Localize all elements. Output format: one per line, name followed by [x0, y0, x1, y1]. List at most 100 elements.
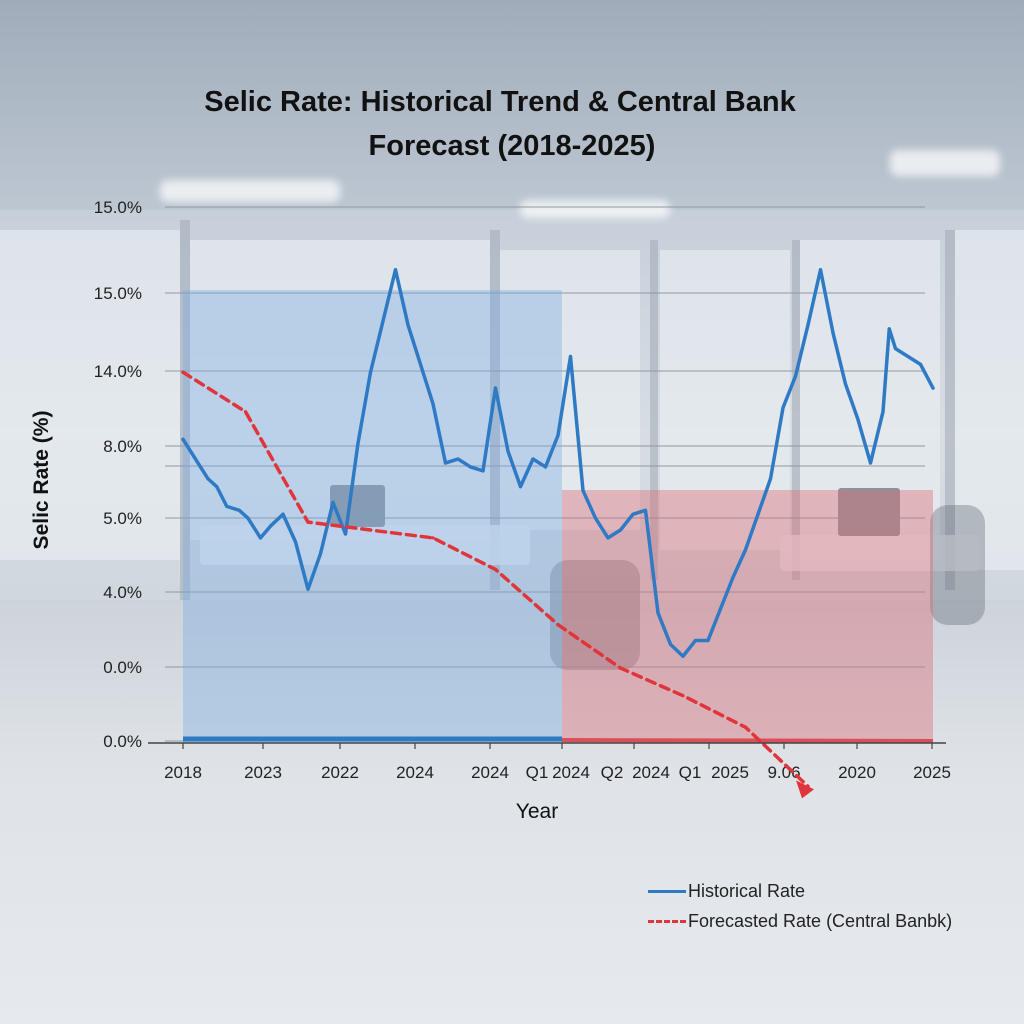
historical-point: [481, 469, 485, 473]
historical-point: [818, 268, 823, 272]
y-tick-label: 14.0%: [94, 362, 142, 381]
x-tick-label: 2022: [321, 763, 359, 782]
forecast-point: [243, 410, 248, 414]
historical-point: [756, 512, 760, 516]
historical-point: [706, 638, 710, 643]
historical-point: [693, 638, 698, 643]
forecast-point: [743, 725, 748, 729]
legend-swatch-historical: [648, 889, 686, 893]
historical-point: [893, 347, 898, 351]
historical-point: [906, 354, 910, 359]
forecast-baseline: [561, 738, 934, 743]
historical-point: [206, 477, 210, 481]
historical-point: [225, 504, 229, 508]
y-tick-label: 5.0%: [103, 509, 142, 528]
forecast-point: [431, 536, 435, 540]
historical-point: [418, 362, 423, 366]
historical-point: [381, 319, 385, 323]
x-tick-label: Q2: [601, 763, 624, 782]
series-lines: [181, 267, 935, 799]
historical-point: [406, 323, 410, 327]
historical-point: [768, 477, 773, 481]
historical-point: [643, 508, 648, 512]
historical-point: [887, 327, 891, 331]
x-tick-label: Q1: [679, 763, 702, 782]
historical-point: [506, 449, 510, 453]
historical-point: [881, 410, 885, 414]
forecast-area: [562, 490, 933, 743]
chart-title-line-2: Forecast (2018-2025): [368, 130, 656, 162]
historical-point: [606, 536, 610, 540]
historical-point: [831, 331, 835, 335]
x-tick-label: 2025: [711, 763, 749, 782]
historical-point: [856, 417, 860, 422]
x-tick-label: 2024: [552, 763, 590, 782]
historical-point: [237, 508, 241, 512]
historical-point: [918, 362, 923, 366]
historical-point: [268, 524, 273, 528]
legend-label-forecast: Forecasted Rate (Central Banbk): [688, 910, 953, 931]
historical-point: [568, 354, 573, 359]
historical-point: [215, 485, 219, 489]
legend-label-historical: Historical Rate: [688, 880, 806, 901]
x-tick-label: 2025: [913, 763, 951, 782]
historical-point: [193, 457, 198, 461]
x-tick-label: 2024: [471, 763, 509, 782]
y-tick-label: 15.0%: [94, 284, 142, 303]
historical-point: [631, 512, 635, 516]
historical-point: [743, 548, 748, 552]
x-axis-label: Year: [516, 800, 558, 823]
historical-point: [556, 433, 560, 437]
historical-point: [793, 374, 798, 378]
historical-point: [731, 575, 735, 579]
forecast-point: [181, 370, 185, 374]
historical-point: [493, 386, 498, 390]
historical-point: [181, 437, 185, 441]
historical-point: [718, 607, 723, 611]
forecast-point: [493, 567, 498, 572]
historical-point: [293, 540, 298, 544]
historical-point: [781, 406, 785, 410]
historical-point: [843, 382, 848, 386]
x-tick-label: 9.06: [767, 763, 800, 782]
historical-point: [318, 552, 323, 556]
historical-point: [281, 512, 285, 516]
x-tick-label: 2018: [164, 763, 202, 782]
historical-point: [468, 465, 473, 469]
historical-point: [258, 536, 263, 540]
historical-point: [343, 532, 348, 536]
historical-point: [543, 465, 548, 469]
historical-point: [393, 268, 398, 272]
x-axis-ticks: 2018 2023 2022 2024 2024 Q1 2024 Q2 2024 Q1 2025 9.…: [164, 743, 951, 782]
series-areas: [183, 290, 934, 743]
historical-point: [593, 516, 598, 520]
y-axis-ticks: 0.0% 0.0% 4.0% 5.0% 8.0% 14.0% 15.0% 15.0%: [94, 198, 142, 751]
historical-point: [306, 587, 310, 591]
chart-title-line-1: Selic Rate: Historical Trend & Central B…: [204, 86, 796, 118]
historical-point: [668, 642, 673, 647]
x-tick-label: 2024: [396, 763, 434, 782]
x-tick-label: Q1: [526, 763, 549, 782]
historical-point: [456, 457, 460, 461]
forecast-arrowhead: [796, 780, 814, 799]
historical-point: [431, 402, 435, 406]
historical-point: [656, 611, 660, 615]
historical-point: [246, 516, 250, 520]
historical-point: [356, 441, 360, 445]
forecast-point: [368, 528, 373, 532]
legend-item-historical: Historical Rate: [648, 876, 952, 906]
y-tick-label: 15.0%: [94, 198, 142, 217]
historical-point: [443, 461, 448, 465]
y-tick-label: 4.0%: [103, 583, 142, 602]
forecast-point: [681, 694, 685, 698]
y-tick-label: 0.0%: [103, 658, 142, 677]
x-tick-label: 2020: [838, 763, 876, 782]
historical-point: [868, 461, 873, 465]
historical-point: [806, 323, 810, 327]
historical-point: [681, 654, 685, 658]
historical-point: [531, 457, 535, 461]
chart-title: Selic Rate: Historical Trend & Central B…: [0, 80, 1024, 168]
historical-point: [518, 485, 523, 489]
